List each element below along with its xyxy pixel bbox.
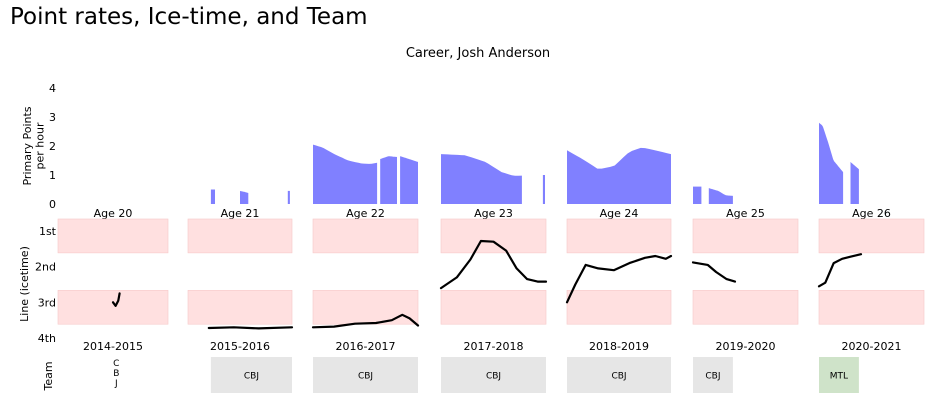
season-label: 2014-2015	[83, 340, 143, 353]
team-label-letter: C	[113, 359, 119, 369]
rates-tick-label: 1	[49, 169, 56, 182]
team-label: CBJ	[486, 372, 501, 382]
line-y-label: Line (icetime)	[18, 246, 31, 322]
age-label: Age 24	[600, 207, 639, 220]
line-band	[440, 218, 547, 254]
team-y-label: Team	[42, 361, 55, 391]
rate-area-segment	[210, 189, 215, 204]
rates-y-label: Primary Pointsper hour	[21, 106, 47, 185]
line-band	[312, 218, 419, 254]
rate-area-segment	[380, 156, 397, 204]
icetime-line	[311, 313, 420, 329]
age-label: Age 20	[94, 207, 133, 220]
rate-area-segment	[400, 156, 418, 204]
rates-tick-label: 2	[49, 140, 56, 153]
rates-y-label-line: Primary Points	[21, 106, 34, 185]
line-band	[187, 290, 293, 325]
icetime-line	[817, 253, 863, 288]
icetime-line	[565, 254, 673, 304]
rate-area-segment	[850, 161, 859, 204]
line-band	[187, 218, 293, 254]
line-band	[57, 290, 169, 325]
rate-area-segment	[542, 175, 545, 204]
page-title: Point rates, Ice-time, and Team	[10, 4, 368, 30]
team-box	[210, 357, 292, 393]
rates-tick-label: 4	[49, 82, 56, 95]
line-band	[566, 290, 672, 325]
line-tick-label: 3rd	[38, 296, 56, 309]
team-label-letter: B	[113, 369, 119, 379]
season-label: 2015-2016	[210, 340, 270, 353]
icetime-line	[111, 292, 121, 307]
line-band	[440, 290, 547, 325]
rate-area-segment	[287, 190, 290, 204]
season-label: 2019-2020	[716, 340, 776, 353]
rate-area-segment	[313, 144, 378, 204]
line-panel: 1st 2nd 3rd 4th Line (icetime) 2014-2015 2015-…	[18, 218, 925, 353]
line-band	[566, 218, 672, 254]
team-label: CBJ	[358, 372, 373, 382]
line-tick-label: 4th	[38, 332, 56, 345]
rate-area-segment	[819, 122, 844, 204]
rate-area-segment	[693, 186, 702, 204]
rate-area-segment	[441, 154, 522, 204]
team-box	[313, 357, 418, 393]
rate-area-segment	[708, 188, 733, 204]
icetime-line	[207, 326, 294, 330]
team-box	[441, 357, 546, 393]
age-label: Age 26	[852, 207, 891, 220]
team-label: CBJ	[611, 372, 626, 382]
team-box	[567, 357, 671, 393]
rate-area-segment	[240, 190, 249, 204]
season-label: 2017-2018	[464, 340, 524, 353]
season-label: 2016-2017	[336, 340, 396, 353]
team-box	[819, 357, 859, 393]
team-label: CBJ	[244, 372, 259, 382]
age-label: Age 21	[221, 207, 260, 220]
chart-title: Career, Josh Anderson	[406, 46, 550, 61]
team-label: CBJ	[705, 372, 720, 382]
line-band	[818, 290, 925, 325]
line-band	[692, 290, 799, 325]
line-band	[692, 218, 799, 254]
line-tick-label: 1st	[39, 225, 57, 238]
line-band	[312, 290, 419, 325]
age-label: Age 23	[474, 207, 513, 220]
team-panel: Team CBJ CBJ CBJ CBJ CBJ CBJ MTL	[42, 357, 859, 393]
rates-tick-label: 3	[49, 111, 56, 124]
age-label: Age 25	[726, 207, 765, 220]
team-label: MTL	[830, 372, 848, 382]
age-label: Age 22	[346, 207, 385, 220]
line-band	[818, 218, 925, 254]
line-band	[57, 218, 169, 254]
rates-y-label-line: per hour	[33, 122, 46, 169]
team-label-letter: J	[114, 379, 118, 389]
season-label: 2018-2019	[589, 340, 649, 353]
icetime-line	[691, 261, 737, 283]
line-tick-label: 2nd	[35, 261, 56, 274]
team-box	[693, 357, 733, 393]
season-label: 2020-2021	[842, 340, 902, 353]
rate-area-segment	[567, 147, 671, 204]
icetime-line	[439, 239, 548, 290]
rates-tick-label: 0	[49, 198, 56, 211]
